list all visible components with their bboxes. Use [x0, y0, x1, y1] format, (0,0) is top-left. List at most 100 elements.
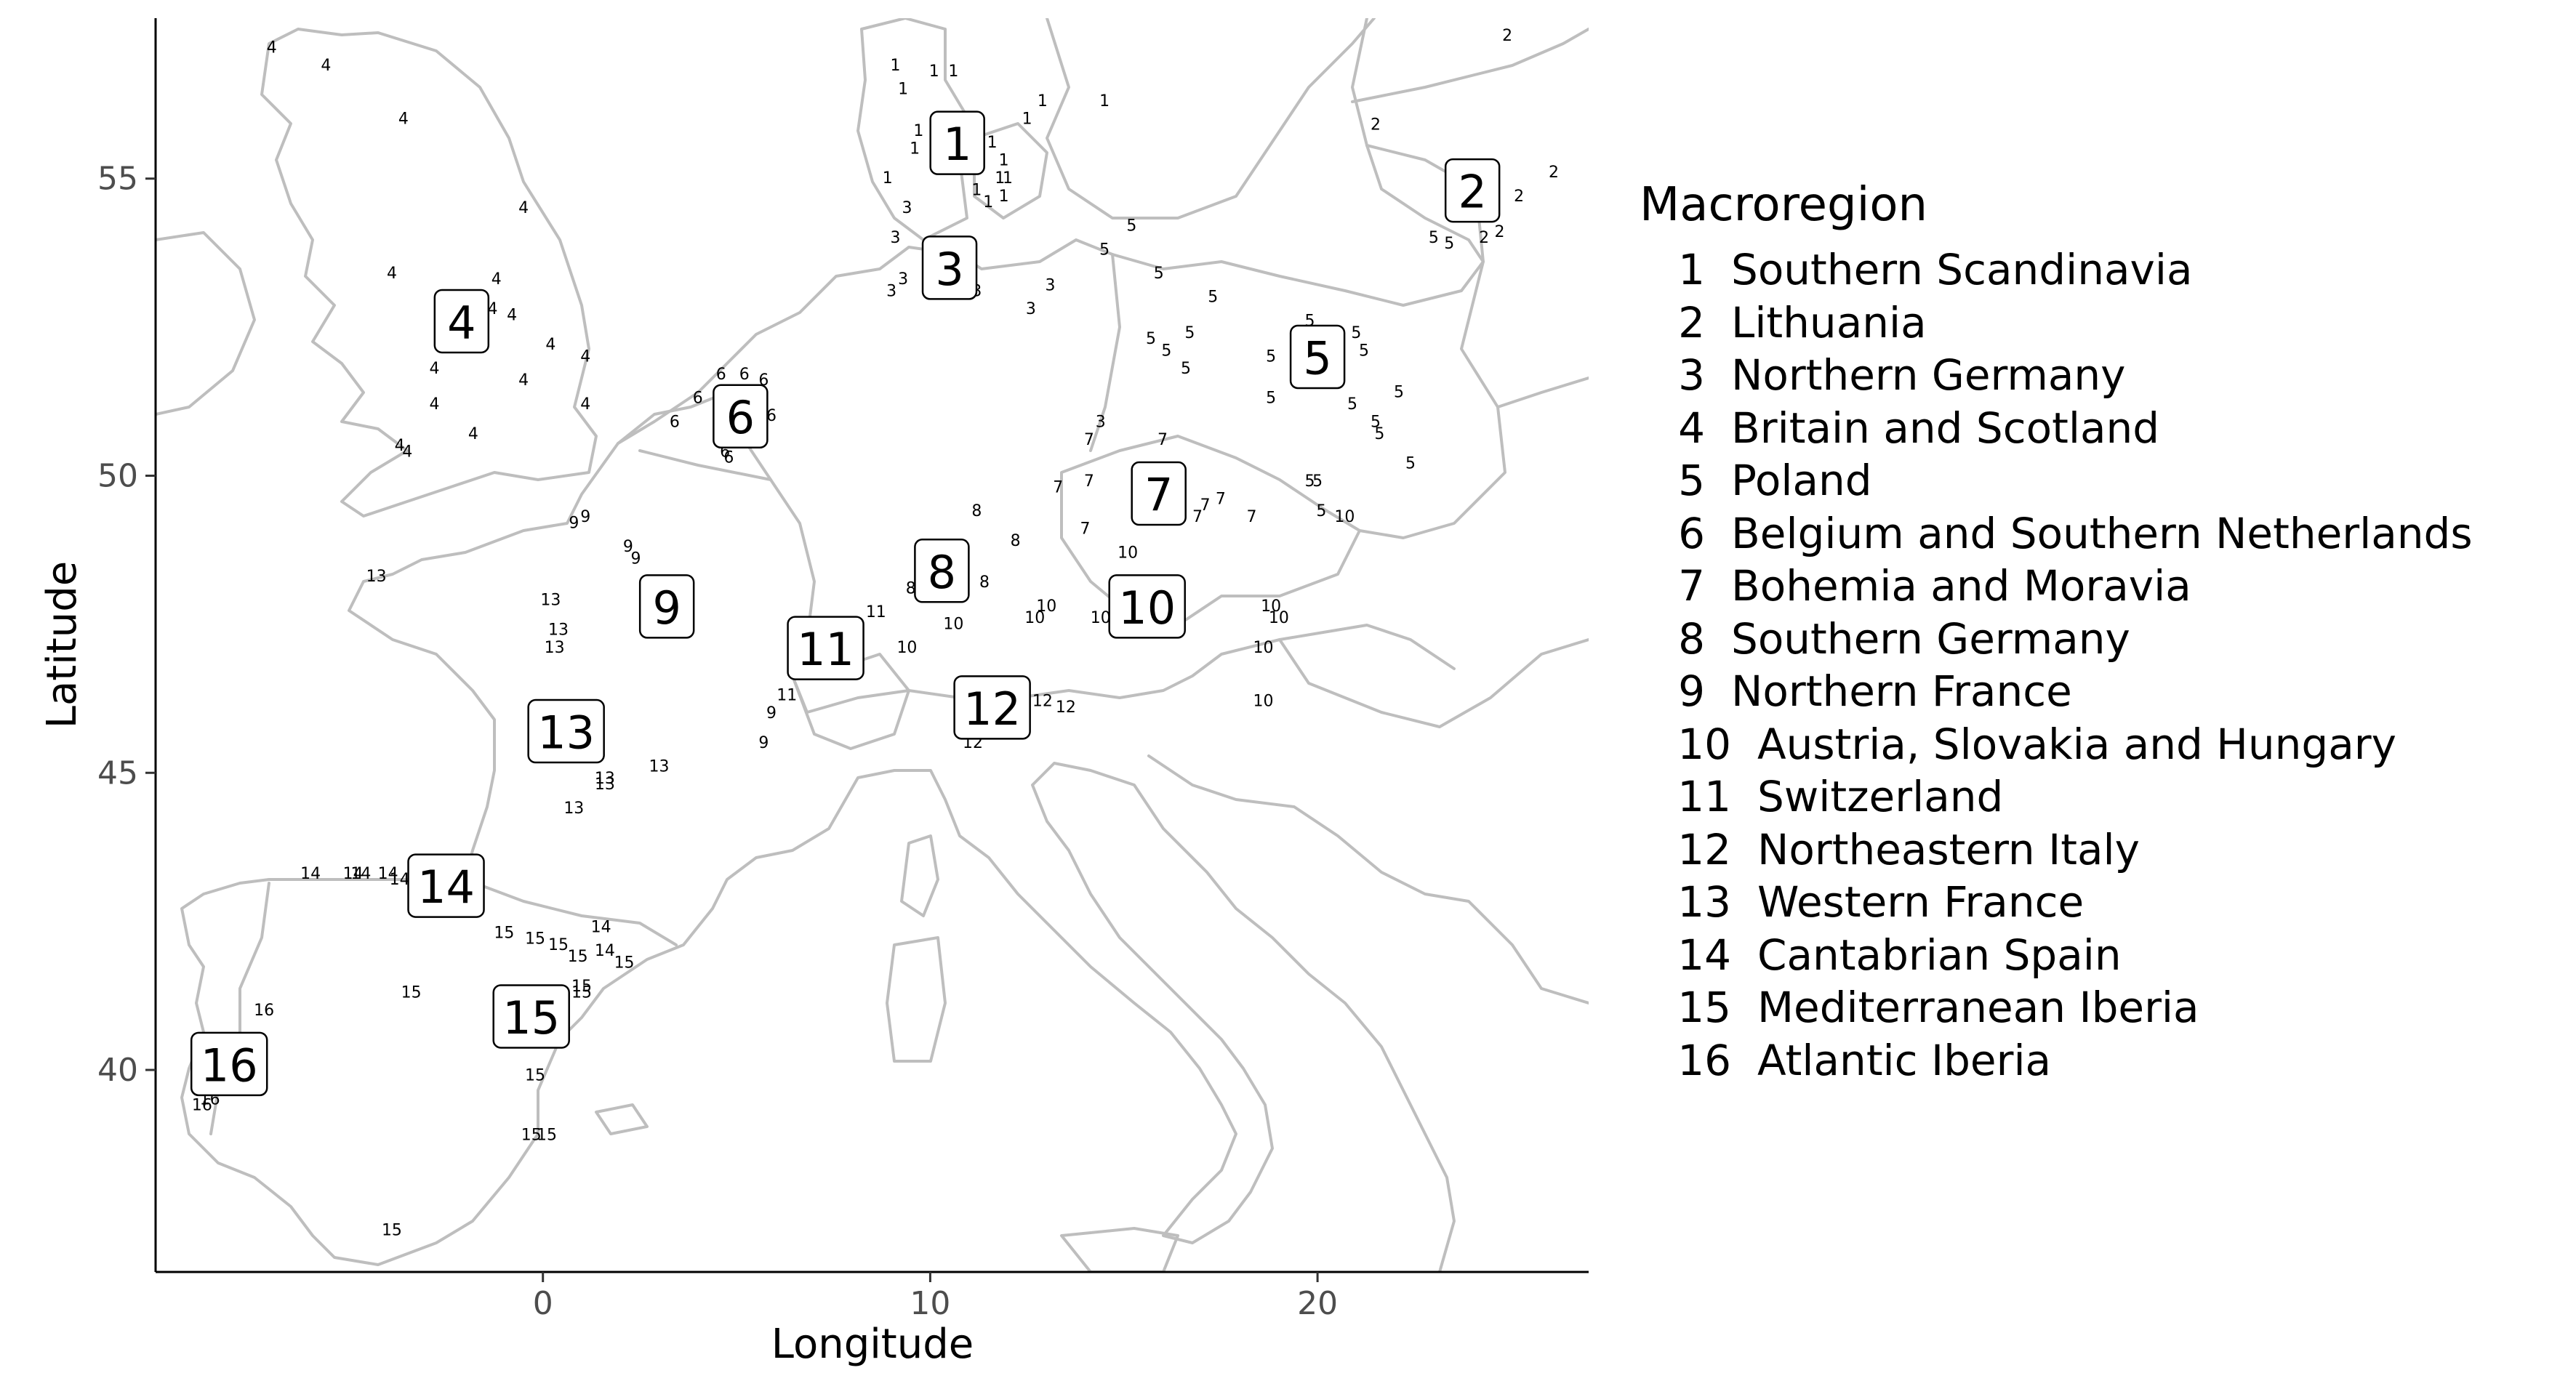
- legend-item: 5 Poland: [1640, 454, 2473, 507]
- site-label: 4: [580, 347, 590, 366]
- legend-title: Macroregion: [1640, 178, 1928, 232]
- site-label: 1: [890, 57, 900, 75]
- site-label: 9: [766, 704, 777, 722]
- legend-label: Mediterranean Iberia: [1757, 983, 2199, 1032]
- legend-label: Switzerland: [1757, 772, 2004, 821]
- site-label: 10: [896, 639, 917, 657]
- site-label: 4: [507, 306, 517, 324]
- legend-label: Northern France: [1731, 667, 2072, 716]
- legend-key: 14: [1677, 930, 1731, 980]
- site-label: 3: [1096, 413, 1106, 431]
- region-label: 5: [1289, 324, 1346, 390]
- region-label: 7: [1131, 461, 1187, 526]
- site-label: 6: [693, 390, 703, 408]
- region-label: 8: [914, 539, 970, 603]
- site-label: 1: [995, 169, 1005, 188]
- site-label: 4: [387, 265, 397, 283]
- site-label: 10: [1036, 597, 1056, 616]
- legend-item: 8 Southern Germany: [1640, 613, 2473, 666]
- site-label: 4: [402, 443, 412, 461]
- legend-key: 2: [1678, 297, 1705, 347]
- site-label: 8: [971, 502, 982, 520]
- region-label-box: [527, 698, 605, 764]
- legend-key: 4: [1678, 403, 1705, 453]
- site-label: 13: [595, 776, 615, 794]
- region-label: 11: [787, 616, 864, 680]
- site-label: 5: [1371, 413, 1381, 431]
- border-germany-poland: [1089, 253, 1121, 452]
- border-baltic: [1351, 28, 1589, 103]
- site-label: 13: [595, 770, 615, 788]
- legend-key: 6: [1678, 508, 1705, 558]
- region-label-box: [1444, 158, 1501, 223]
- continent-coast: [180, 18, 1485, 1272]
- legend-key: 7: [1678, 561, 1705, 611]
- y-axis-ticks: 40 45 50 55: [97, 161, 156, 1089]
- region-label-text: 3: [935, 243, 963, 296]
- site-label: 1: [948, 63, 958, 81]
- site-label: 5: [1444, 235, 1454, 253]
- region-label-box: [433, 289, 490, 354]
- site-label: 3: [902, 199, 912, 217]
- site-label: 1: [983, 193, 993, 212]
- axes: [154, 18, 1589, 1273]
- region-label-text: 4: [447, 296, 476, 349]
- site-label: 8: [906, 579, 916, 597]
- legend-label: Western France: [1757, 877, 2085, 927]
- region-label: 15: [492, 984, 570, 1049]
- site-label: 13: [548, 621, 569, 640]
- base-map: [156, 18, 1589, 1272]
- site-label: 15: [571, 983, 592, 1002]
- site-label: 13: [563, 800, 584, 818]
- site-label: 5: [1208, 289, 1218, 307]
- legend-item: 6 Belgium and Southern Netherlands: [1640, 507, 2473, 560]
- site-label: 8: [979, 573, 990, 592]
- site-label: 14: [378, 865, 398, 883]
- region-label-text: 1: [943, 118, 971, 171]
- site-label: 5: [1429, 229, 1439, 247]
- site-label: 7: [1053, 478, 1063, 496]
- site-label: 13: [649, 758, 670, 776]
- site-label: 15: [537, 1126, 557, 1144]
- region-label: 10: [1108, 574, 1186, 639]
- legend-label: Lithuania: [1731, 297, 1927, 347]
- x-tick-label: 0: [533, 1285, 553, 1322]
- site-label: 10: [1253, 639, 1274, 657]
- region-label-text: 7: [1144, 469, 1173, 522]
- site-label: 1: [1022, 110, 1032, 128]
- site-label: 1: [1003, 169, 1013, 188]
- site-label: 1: [1099, 92, 1110, 110]
- legend-item: 10 Austria, Slovakia and Hungary: [1640, 718, 2473, 771]
- border-hungary: [1278, 638, 1589, 728]
- region-label-text: 11: [797, 623, 854, 676]
- site-label: 7: [1084, 431, 1094, 449]
- great-britain-coast: [260, 28, 598, 518]
- region-label: 4: [433, 289, 490, 354]
- site-label: 12: [1032, 693, 1053, 711]
- legend-item: 2 Lithuania: [1640, 297, 2473, 350]
- legend-key: 9: [1678, 667, 1705, 716]
- site-label: 3: [1026, 300, 1036, 318]
- legend-label: Southern Germany: [1731, 613, 2130, 664]
- legend-item: 12 Northeastern Italy: [1640, 824, 2473, 877]
- region-label: 9: [638, 574, 695, 639]
- site-label: 14: [350, 865, 371, 883]
- site-label: 7: [1216, 491, 1226, 509]
- border-balkans: [1147, 754, 1589, 1004]
- site-label: 5: [1347, 395, 1357, 414]
- site-label: 1: [999, 188, 1009, 206]
- site-label: 16: [192, 1097, 212, 1115]
- site-label: 10: [1334, 508, 1355, 526]
- site-label: 1: [883, 169, 893, 188]
- legend-item: 3 Northern Germany: [1640, 349, 2473, 402]
- site-label: 10: [1118, 544, 1138, 562]
- region-label-box: [407, 853, 485, 918]
- site-label: 5: [1405, 455, 1416, 473]
- site-label: 5: [1312, 472, 1323, 491]
- legend-item: 7 Bohemia and Moravia: [1640, 560, 2473, 613]
- region-label-box: [190, 1031, 268, 1097]
- site-label: 14: [390, 871, 410, 889]
- corsica-coast: [900, 834, 939, 917]
- site-label: 10: [1253, 693, 1274, 711]
